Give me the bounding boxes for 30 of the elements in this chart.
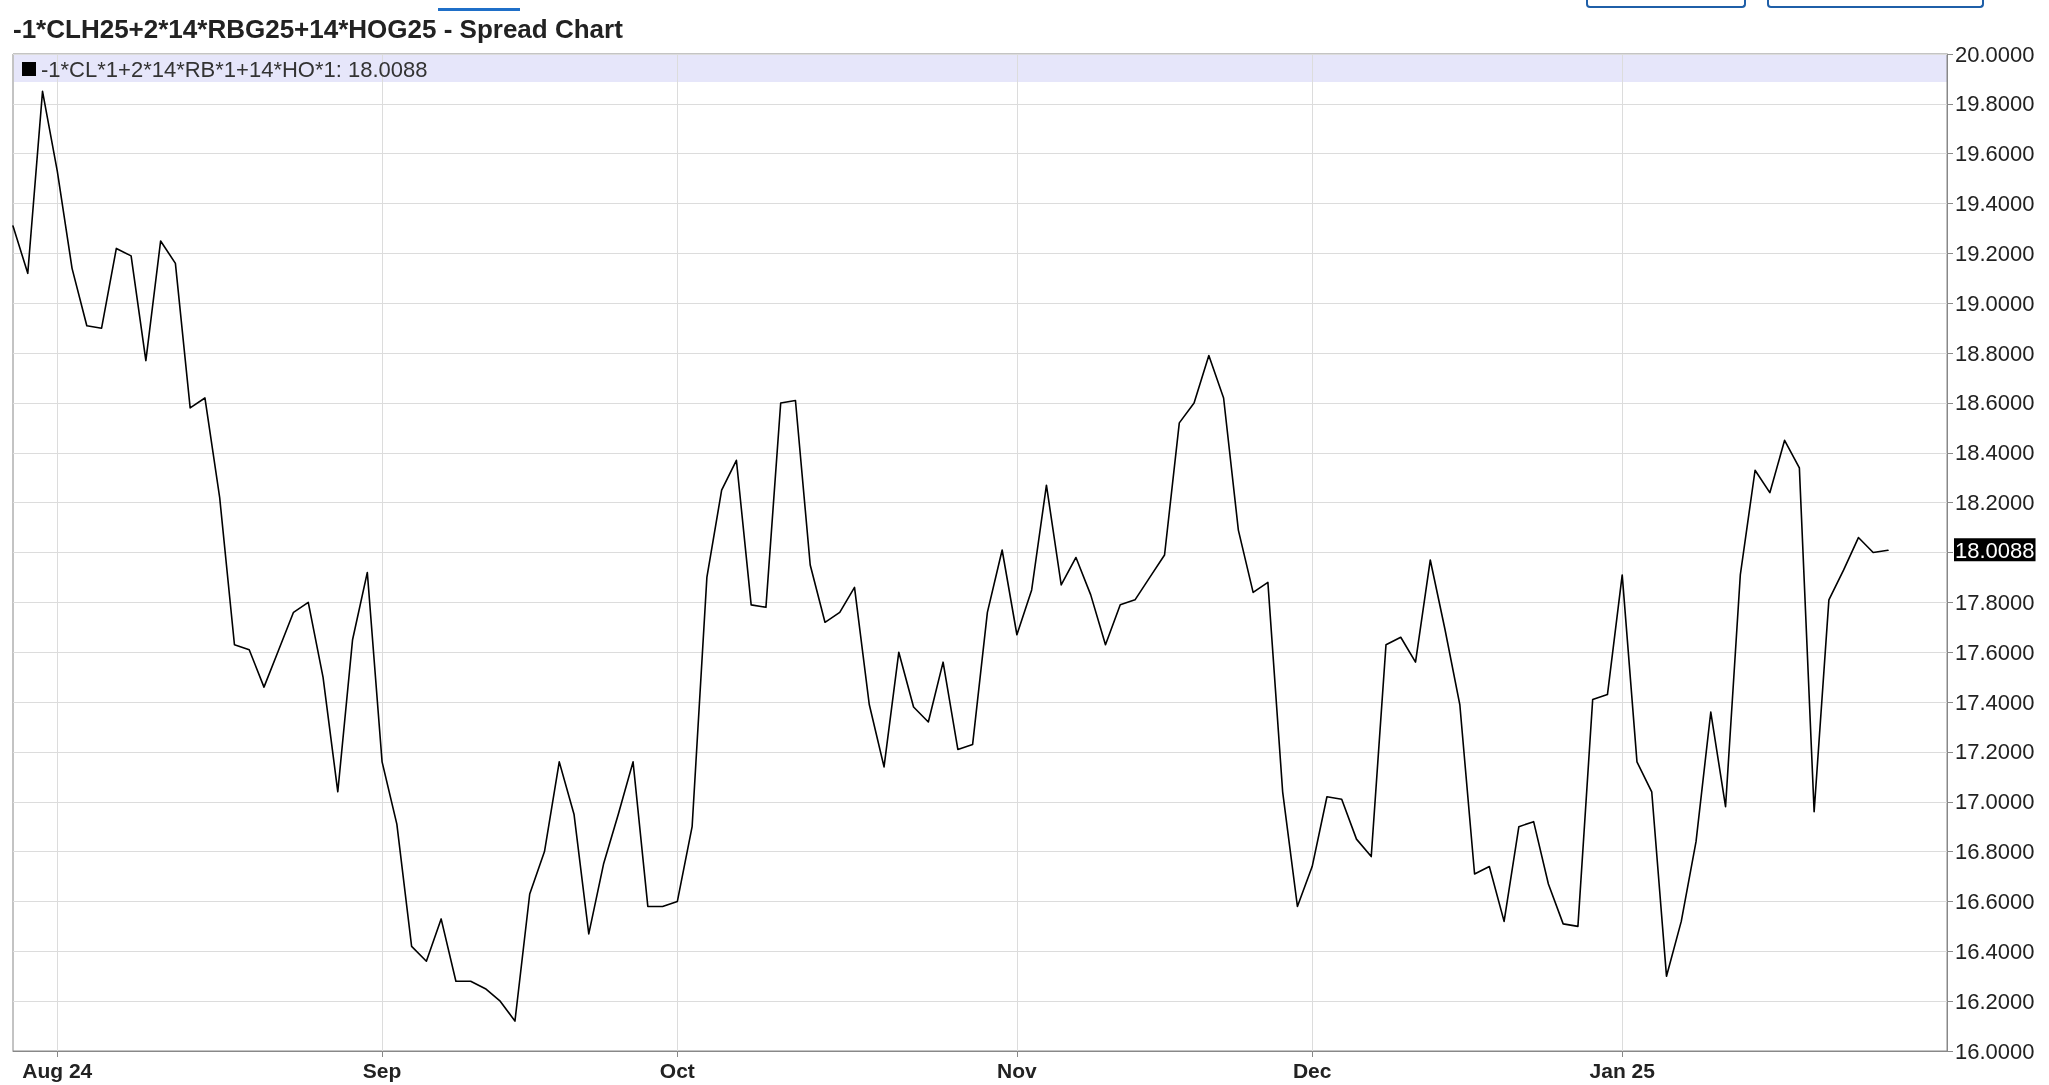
y-tick-label: 19.0000 (1955, 290, 2035, 316)
y-tick-label: 16.4000 (1955, 938, 2035, 964)
y-tick-label: 17.0000 (1955, 789, 2035, 815)
y-tick-label: 16.8000 (1955, 839, 2035, 865)
x-tick-label: Aug 24 (22, 1059, 93, 1082)
y-tick-label: 18.4000 (1955, 440, 2035, 466)
y-tick-label: 17.8000 (1955, 589, 2035, 615)
y-tick-label: 16.6000 (1955, 888, 2035, 914)
x-tick-label: Jan 25 (1589, 1059, 1656, 1082)
y-tick-label: 18.2000 (1955, 490, 2035, 516)
x-tick-label: Sep (362, 1059, 402, 1082)
text: 18.0088 (1955, 537, 2035, 563)
y-tick-label: 16.0000 (1955, 1038, 2035, 1064)
y-tick-label: 19.6000 (1955, 141, 2035, 167)
y-tick-label: 18.8000 (1955, 340, 2035, 366)
line-series (12, 90, 1889, 1022)
y-tick-label: 17.2000 (1955, 739, 2035, 765)
y-tick-label: 18.6000 (1955, 390, 2035, 416)
y-tick-label: 17.4000 (1955, 689, 2035, 715)
y-tick-label: 19.2000 (1955, 240, 2035, 266)
x-tick-label: Nov (997, 1059, 1038, 1082)
y-tick-label: 19.4000 (1955, 191, 2035, 217)
y-tick-label: 17.6000 (1955, 639, 2035, 665)
legend-label: -1*CL*1+2*14*RB*1+14*HO*1: 18.0088 (41, 56, 428, 82)
y-tick-label: 20.0000 (1955, 41, 2035, 67)
x-tick-label: Dec (1292, 1059, 1332, 1082)
y-tick-label: 19.8000 (1955, 91, 2035, 117)
chart-title: -1*CLH25+2*14*RBG25+14*HOG25 - Spread Chart (13, 14, 624, 44)
x-tick-label: Oct (659, 1059, 695, 1082)
y-tick-label: 16.2000 (1955, 988, 2035, 1014)
